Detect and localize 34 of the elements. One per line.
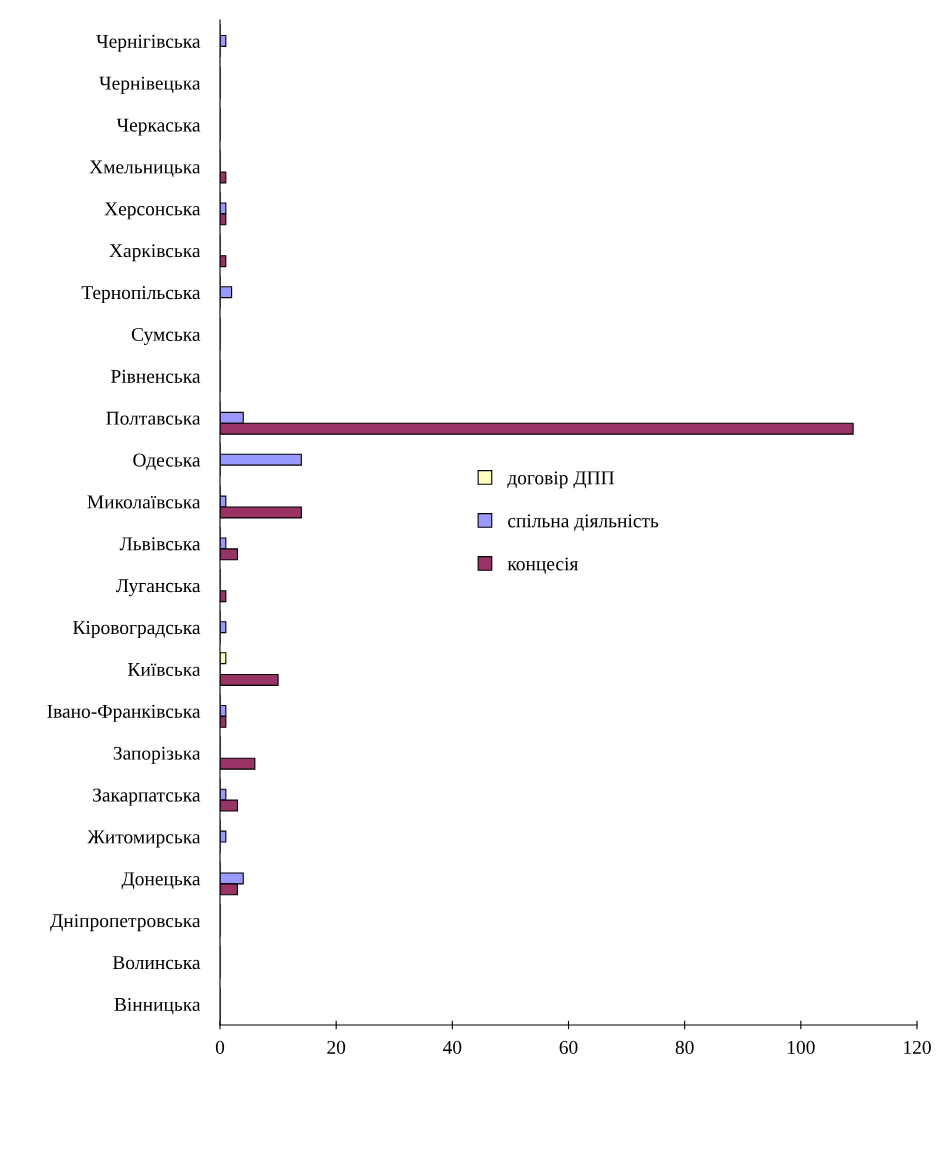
y-tick-label: Київська	[127, 663, 201, 676]
y-tick-label: Дніпропетровська	[50, 914, 201, 932]
y-tick-label: Донецька	[121, 872, 201, 890]
y-tick-label: Харківська	[109, 244, 201, 262]
y-tick-label: Закарпатська	[93, 788, 201, 806]
x-tick-label: 40	[442, 1040, 462, 1054]
y-tick-label: Херсонська	[104, 202, 201, 220]
y-tick-label: Чернівецька	[99, 76, 201, 94]
y-tick-label: Львівська	[119, 537, 201, 551]
y-tick-label: Тернопільська	[81, 286, 201, 304]
y-tick-label: Чернігівська	[96, 34, 201, 52]
y-tick-label: Хмельницька	[89, 160, 201, 178]
legend-label: концесія	[507, 557, 579, 575]
y-tick-label: Кіровоградська	[73, 621, 201, 639]
x-tick-label: 20	[327, 1040, 346, 1054]
y-tick-label: Одеська	[133, 453, 201, 471]
y-tick-label: Черкаська	[116, 118, 201, 136]
y-tick-label: Житомирська	[87, 830, 201, 848]
x-tick-label: 0	[215, 1040, 225, 1054]
legend-label: договір ДПП	[507, 471, 615, 489]
x-tick-label: 120	[904, 1040, 931, 1054]
x-tick-label: 100	[787, 1040, 815, 1054]
y-tick-label: Вінницька	[114, 997, 201, 1015]
y-tick-label: Полтавська	[106, 411, 201, 425]
y-tick-label: Сумська	[131, 327, 201, 345]
x-tick-label: 60	[559, 1040, 578, 1054]
y-tick-label: Миколаївська	[87, 495, 201, 509]
x-tick-label: 80	[675, 1040, 694, 1054]
y-tick-label: Івано-Франківська	[47, 704, 201, 722]
y-tick-label: Запорізька	[113, 746, 201, 764]
y-tick-label: Рівненська	[110, 369, 201, 383]
legend-label: спільна діяльність	[508, 514, 659, 531]
y-tick-label: Волинська	[112, 956, 201, 970]
y-tick-label: Луганська	[116, 579, 201, 597]
